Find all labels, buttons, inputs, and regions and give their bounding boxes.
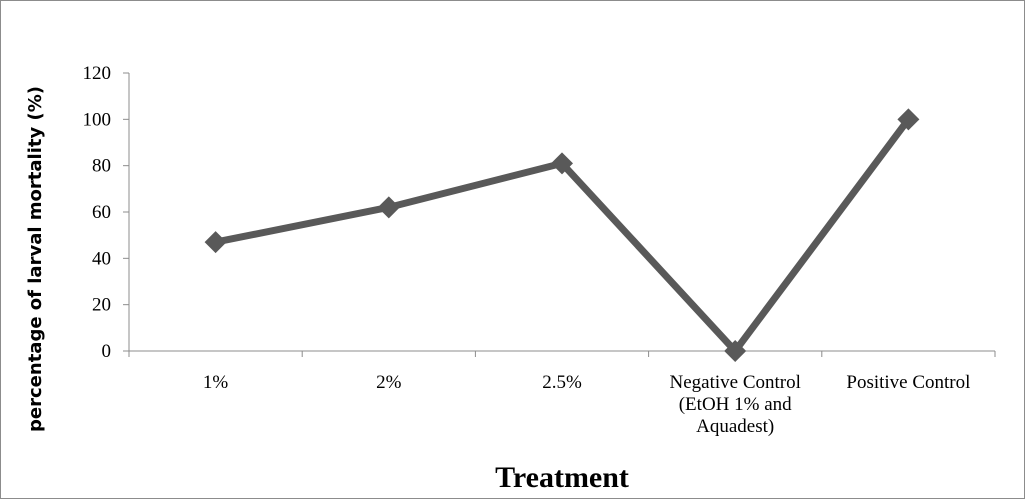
data-point-marker [204,231,227,254]
y-tick-label: 100 [83,109,112,130]
data-point-marker [724,340,747,362]
y-tick-label: 20 [92,295,111,316]
data-point-marker [377,196,400,219]
y-tick-label: 120 [83,63,112,84]
y-axis-label: percentage of larval mortality (%) [25,86,46,432]
x-axis-label: Treatment [495,461,629,494]
x-tick-label: 2.5% [542,372,582,393]
axes [123,72,996,357]
data-point-marker [551,152,573,175]
y-tick-label: 60 [92,202,111,223]
x-tick-label: 2% [376,372,402,393]
series-group [204,108,920,362]
data-point-marker [897,108,920,131]
x-tick-label: Negative Control (EtOH 1% and Aquadest) [670,372,801,437]
y-tick-label: 80 [92,156,111,177]
y-tick-label: 0 [102,341,112,362]
y-tick-label: 40 [92,248,111,269]
x-tick-label: Positive Control [846,372,970,393]
x-tick-labels: 1% 2% 2.5% Negative Control (EtOH 1% and Aqua… [203,372,970,437]
x-tick-label: 1% [203,372,229,393]
y-tick-labels: 0 20 40 60 80 100 120 [83,63,112,362]
